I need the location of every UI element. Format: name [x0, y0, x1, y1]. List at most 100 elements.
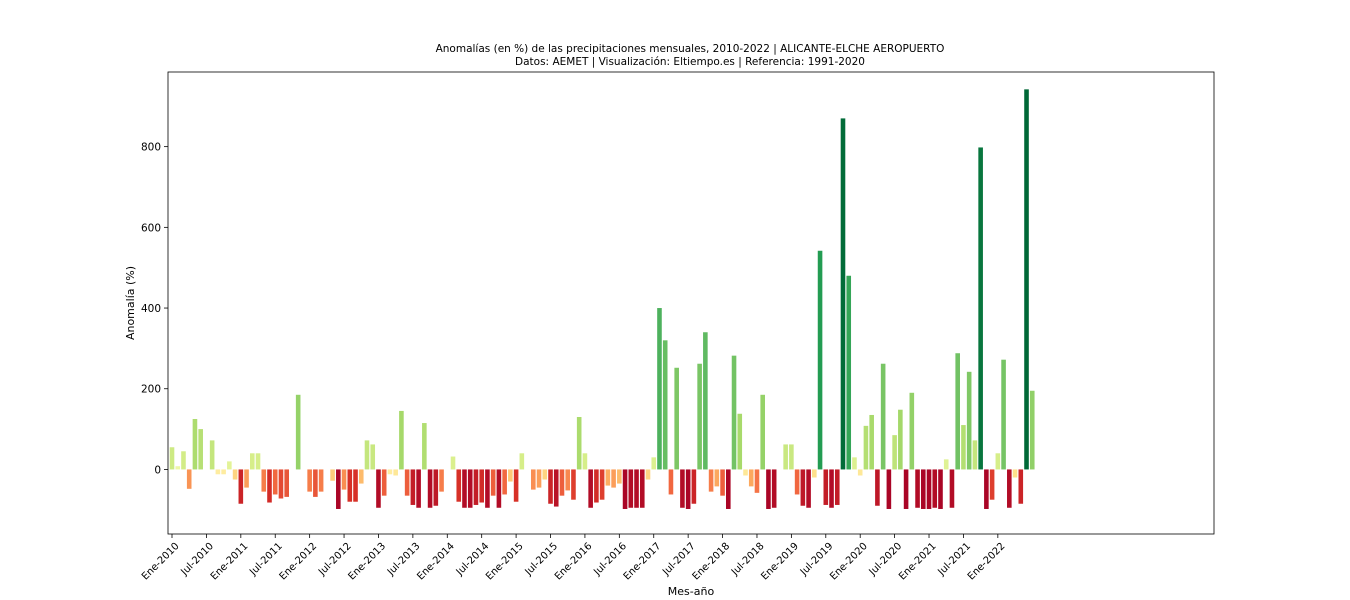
- y-tick-label: 0: [154, 464, 161, 476]
- bar: [588, 469, 593, 508]
- bar: [823, 469, 829, 505]
- bar: [961, 425, 966, 470]
- bar: [886, 469, 892, 509]
- bar: [599, 469, 605, 500]
- bar: [508, 469, 513, 482]
- bar: [800, 469, 806, 506]
- bar: [536, 469, 542, 488]
- bar: [393, 469, 398, 476]
- y-tick-label: 600: [141, 222, 161, 234]
- bar: [559, 469, 565, 496]
- bar: [806, 469, 811, 508]
- bar: [1024, 89, 1029, 470]
- bar: [657, 308, 662, 470]
- bar: [186, 469, 192, 489]
- x-tick-label: Ene-2022: [966, 541, 1008, 583]
- bar: [404, 469, 410, 496]
- bar: [943, 459, 949, 470]
- bar: [175, 466, 181, 470]
- bar: [450, 456, 456, 470]
- bar: [215, 469, 221, 475]
- bar: [680, 469, 685, 508]
- bar: [209, 440, 215, 470]
- x-tick-label: Ene-2021: [897, 541, 939, 583]
- bar: [674, 367, 679, 470]
- bar: [639, 469, 645, 508]
- bar: [743, 469, 748, 476]
- bar: [714, 469, 720, 487]
- bar: [662, 340, 668, 470]
- bar: [513, 469, 519, 502]
- x-axis-label: Mes-año: [668, 585, 715, 598]
- x-tick-label: Ene-2012: [278, 541, 320, 583]
- bar: [978, 147, 983, 470]
- x-tick-label: Ene-2020: [828, 541, 870, 583]
- bar: [313, 469, 318, 497]
- bar: [617, 469, 622, 484]
- bar: [376, 469, 381, 508]
- bar: [995, 453, 1001, 470]
- bar: [341, 469, 347, 490]
- x-tick-label: Ene-2019: [759, 541, 801, 583]
- bar: [358, 469, 364, 484]
- bar: [307, 469, 312, 492]
- bar: [571, 469, 576, 500]
- bar: [766, 469, 771, 509]
- y-tick-label: 200: [141, 384, 161, 396]
- bar: [336, 469, 341, 509]
- bar: [645, 469, 651, 480]
- bar: [1018, 469, 1024, 504]
- x-tick-label: Ene-2015: [484, 541, 526, 583]
- bar: [479, 469, 484, 503]
- bar: [783, 444, 788, 470]
- bar: [594, 469, 599, 503]
- bar: [433, 469, 439, 506]
- bar: [192, 419, 198, 470]
- bar: [198, 429, 203, 470]
- bar: [720, 469, 725, 496]
- bar: [737, 413, 743, 470]
- bar: [703, 332, 708, 470]
- bar: [622, 469, 628, 509]
- bar: [748, 469, 754, 487]
- bar: [697, 363, 702, 470]
- bar: [834, 469, 840, 505]
- x-tick-label: Ene-2014: [415, 541, 457, 583]
- x-tick-label: Ene-2017: [622, 541, 664, 583]
- bar: [812, 469, 817, 478]
- bar: [244, 469, 249, 488]
- bar: [232, 469, 238, 480]
- bar: [473, 469, 479, 505]
- bar: [789, 444, 794, 470]
- bar: [553, 469, 559, 507]
- x-tick-label: Ene-2018: [691, 541, 733, 583]
- bar: [485, 469, 490, 508]
- bar: [754, 469, 760, 493]
- bar: [347, 469, 353, 502]
- bar: [353, 469, 358, 502]
- bar: [829, 469, 834, 508]
- bar: [915, 469, 920, 508]
- bar: [846, 275, 852, 470]
- y-axis: 0 200 400 600 800: [141, 142, 168, 476]
- bar: [267, 469, 272, 503]
- x-tick-label: Ene-2010: [140, 541, 182, 583]
- bar: [364, 440, 370, 470]
- bar: [272, 469, 278, 495]
- bar: [427, 469, 433, 508]
- bar: [255, 453, 261, 470]
- bar: [381, 469, 387, 496]
- bar: [318, 469, 324, 492]
- bar: [531, 469, 536, 490]
- bar: [565, 469, 571, 491]
- chart-title: Anomalías (en %) de las precipitaciones …: [436, 43, 945, 55]
- bar: [852, 457, 857, 470]
- x-tick-label: Ene-2011: [209, 541, 251, 583]
- bar: [731, 355, 737, 470]
- bar: [467, 469, 473, 508]
- x-tick-label: Ene-2016: [553, 541, 595, 583]
- bar: [651, 457, 657, 470]
- bar: [548, 469, 553, 504]
- bar: [399, 410, 404, 470]
